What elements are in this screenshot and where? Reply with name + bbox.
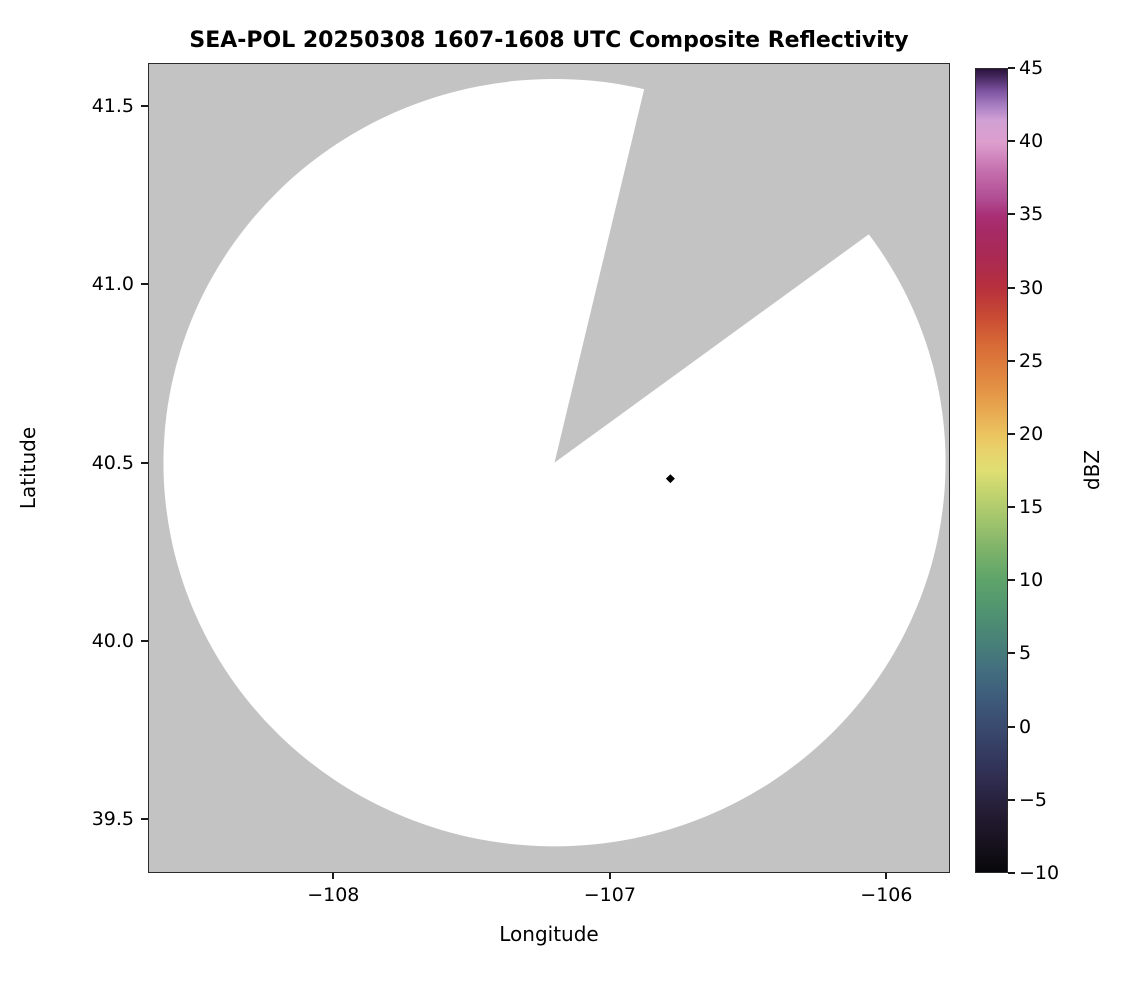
colorbar-tick-mark bbox=[1008, 798, 1015, 801]
y-tick-label: 41.0 bbox=[91, 273, 134, 296]
colorbar-tick-mark bbox=[1008, 359, 1015, 362]
y-tick-label: 41.5 bbox=[91, 94, 134, 117]
colorbar-tick-label: 15 bbox=[1019, 496, 1044, 519]
colorbar-label: dBZ bbox=[1080, 449, 1104, 491]
colorbar-tick-label: 35 bbox=[1019, 203, 1044, 226]
radar-plot-canvas bbox=[149, 64, 949, 872]
x-tick-mark bbox=[332, 873, 335, 879]
x-tick-mark bbox=[885, 873, 888, 879]
colorbar-tick-mark bbox=[1008, 67, 1015, 69]
y-tick-mark bbox=[141, 104, 148, 107]
colorbar-tick-mark bbox=[1008, 213, 1015, 216]
colorbar-tick-mark bbox=[1008, 652, 1015, 655]
x-tick-mark bbox=[608, 873, 611, 879]
colorbar-tick-label: 40 bbox=[1019, 130, 1044, 153]
y-axis-label: Latitude bbox=[16, 426, 40, 510]
colorbar-tick-mark bbox=[1008, 140, 1015, 143]
y-tick-label: 40.0 bbox=[91, 630, 134, 653]
site-marker bbox=[665, 474, 675, 484]
masked-sector bbox=[554, 64, 892, 463]
y-tick-label: 39.5 bbox=[91, 808, 134, 831]
colorbar bbox=[975, 68, 1008, 873]
colorbar-tick-label: 25 bbox=[1019, 349, 1044, 372]
colorbar-tick-mark bbox=[1008, 579, 1015, 582]
x-axis-label: Longitude bbox=[499, 922, 599, 946]
x-tick-label: −106 bbox=[860, 884, 913, 906]
colorbar-tick-label: 0 bbox=[1019, 715, 1032, 738]
colorbar-tick-mark bbox=[1008, 872, 1015, 874]
y-tick-mark bbox=[141, 283, 148, 286]
colorbar-tick-mark bbox=[1008, 432, 1015, 435]
colorbar-tick-label: 45 bbox=[1019, 57, 1044, 79]
plot-title: SEA-POL 20250308 1607-1608 UTC Composite… bbox=[189, 28, 909, 53]
colorbar-tick-mark bbox=[1008, 506, 1015, 509]
y-tick-label: 40.5 bbox=[91, 451, 134, 474]
y-tick-mark bbox=[141, 818, 148, 821]
colorbar-tick-label: −10 bbox=[1019, 862, 1060, 884]
colorbar-tick-mark bbox=[1008, 725, 1015, 728]
plot-area bbox=[148, 63, 950, 873]
colorbar-tick-mark bbox=[1008, 286, 1015, 289]
y-tick-mark bbox=[141, 461, 148, 464]
x-tick-label: −108 bbox=[307, 884, 360, 906]
colorbar-tick-label: 5 bbox=[1019, 642, 1032, 665]
x-tick-label: −107 bbox=[583, 884, 636, 906]
colorbar-tick-label: 20 bbox=[1019, 422, 1044, 445]
colorbar-tick-label: 30 bbox=[1019, 276, 1044, 299]
colorbar-tick-label: −5 bbox=[1019, 788, 1048, 811]
colorbar-tick-label: 10 bbox=[1019, 569, 1044, 592]
y-tick-mark bbox=[141, 640, 148, 643]
